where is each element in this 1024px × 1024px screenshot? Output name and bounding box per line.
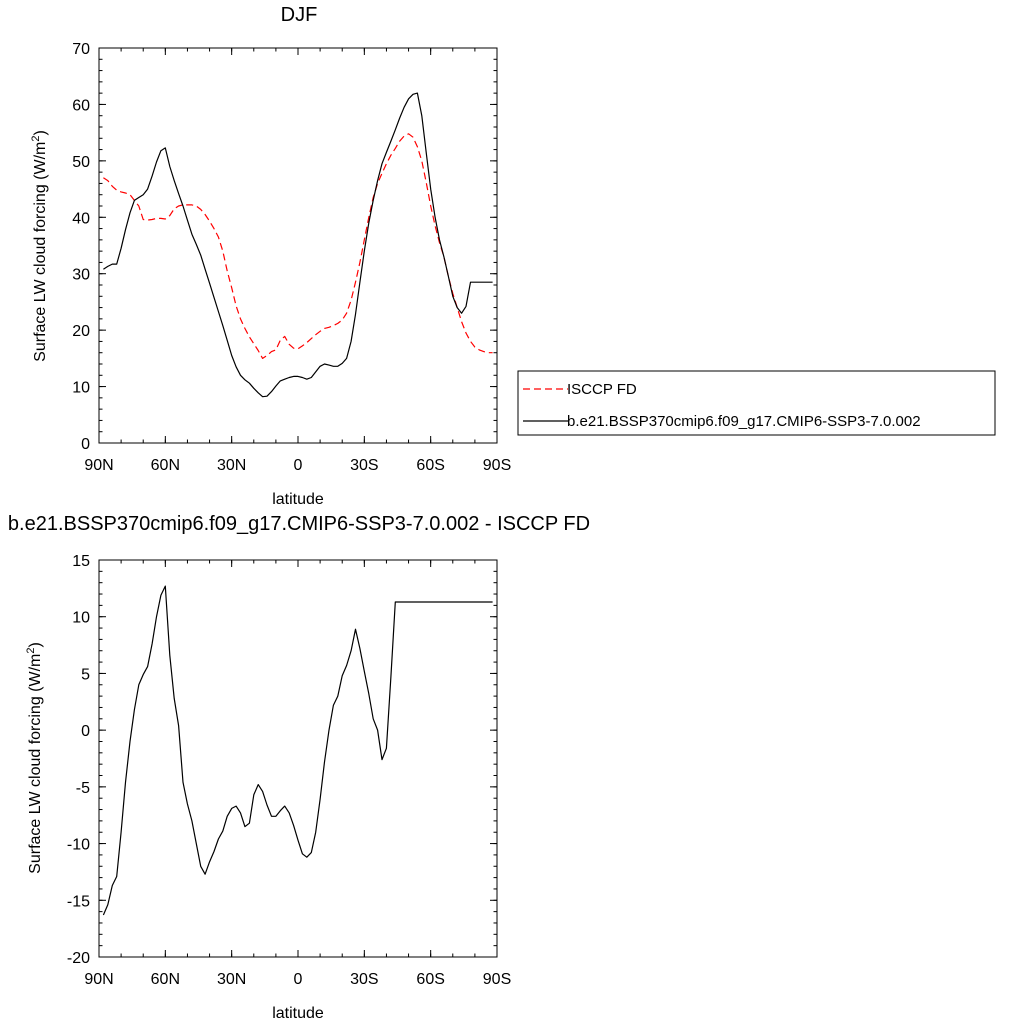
x-tick-label: 0: [294, 457, 303, 474]
axis-ticks: 0 10 20 30 40 50 60 70 90N 60N 30N 0 30S 60S 90S: [72, 41, 511, 474]
x-tick-label: 30S: [350, 457, 378, 474]
y-tick-label: 70: [72, 41, 90, 58]
y-tick-label: 50: [72, 154, 90, 171]
y-tick-label: 0: [81, 723, 90, 740]
x-tick-label: 0: [294, 971, 303, 988]
y-tick-label: 40: [72, 210, 90, 227]
y-tick-label: 10: [72, 610, 90, 627]
x-tick-label: 30N: [217, 457, 246, 474]
x-tick-label: 90S: [483, 971, 511, 988]
chart-difference: b.e21.BSSP370cmip6.f09_g17.CMIP6-SSP3-7.…: [8, 513, 590, 1022]
y-axis-label: Surface LW cloud forcing (W/m2): [25, 642, 44, 874]
legend-label-isccp: ISCCP FD: [567, 381, 637, 398]
y-tick-label: -20: [67, 950, 90, 967]
legend: ISCCP FD b.e21.BSSP370cmip6.f09_g17.CMIP…: [517, 370, 996, 436]
chart-title: b.e21.BSSP370cmip6.f09_g17.CMIP6-SSP3-7.…: [8, 513, 590, 535]
axis-ticks: -20 -15 -10 -5 0 5 10 15 90N 60N 30N 0 30S 60S 90S: [67, 553, 511, 988]
chart-title: DJF: [281, 4, 318, 26]
y-tick-label: 30: [72, 267, 90, 284]
x-tick-label: 90N: [84, 457, 113, 474]
y-tick-label: -5: [76, 780, 90, 797]
chart-djf: DJF 0 10 20 30 40 50 60 70 90N 60N 30N 0 30S 60S 90S l…: [30, 4, 996, 508]
x-tick-label: 90S: [483, 457, 511, 474]
series-line-0: [103, 133, 493, 359]
plot-frame: [98, 559, 498, 958]
y-tick-label: 5: [81, 666, 90, 683]
legend-box: [517, 370, 996, 436]
series-lines: [103, 92, 493, 398]
x-tick-label: 60N: [151, 457, 180, 474]
series-lines: [102, 585, 493, 916]
x-tick-label: 60S: [416, 457, 444, 474]
legend-label-model: b.e21.BSSP370cmip6.f09_g17.CMIP6-SSP3-7.…: [567, 413, 921, 430]
x-tick-label: 30N: [217, 971, 246, 988]
y-tick-label: 15: [72, 553, 90, 570]
y-tick-label: 60: [72, 97, 90, 114]
y-tick-label: -10: [67, 837, 90, 854]
x-tick-label: 60N: [151, 971, 180, 988]
y-tick-label: 0: [81, 436, 90, 453]
y-axis-label: Surface LW cloud forcing (W/m2): [30, 130, 49, 362]
x-tick-label: 30S: [350, 971, 378, 988]
y-tick-label: 10: [72, 380, 90, 397]
series-line-0: [102, 585, 493, 916]
series-line-1: [103, 92, 493, 398]
y-tick-label: 20: [72, 323, 90, 340]
x-axis-label: latitude: [272, 1005, 324, 1022]
y-tick-label: -15: [67, 893, 90, 910]
x-axis-label: latitude: [272, 491, 324, 508]
x-tick-label: 60S: [416, 971, 444, 988]
plot-frame: [98, 47, 498, 444]
x-tick-label: 90N: [84, 971, 113, 988]
